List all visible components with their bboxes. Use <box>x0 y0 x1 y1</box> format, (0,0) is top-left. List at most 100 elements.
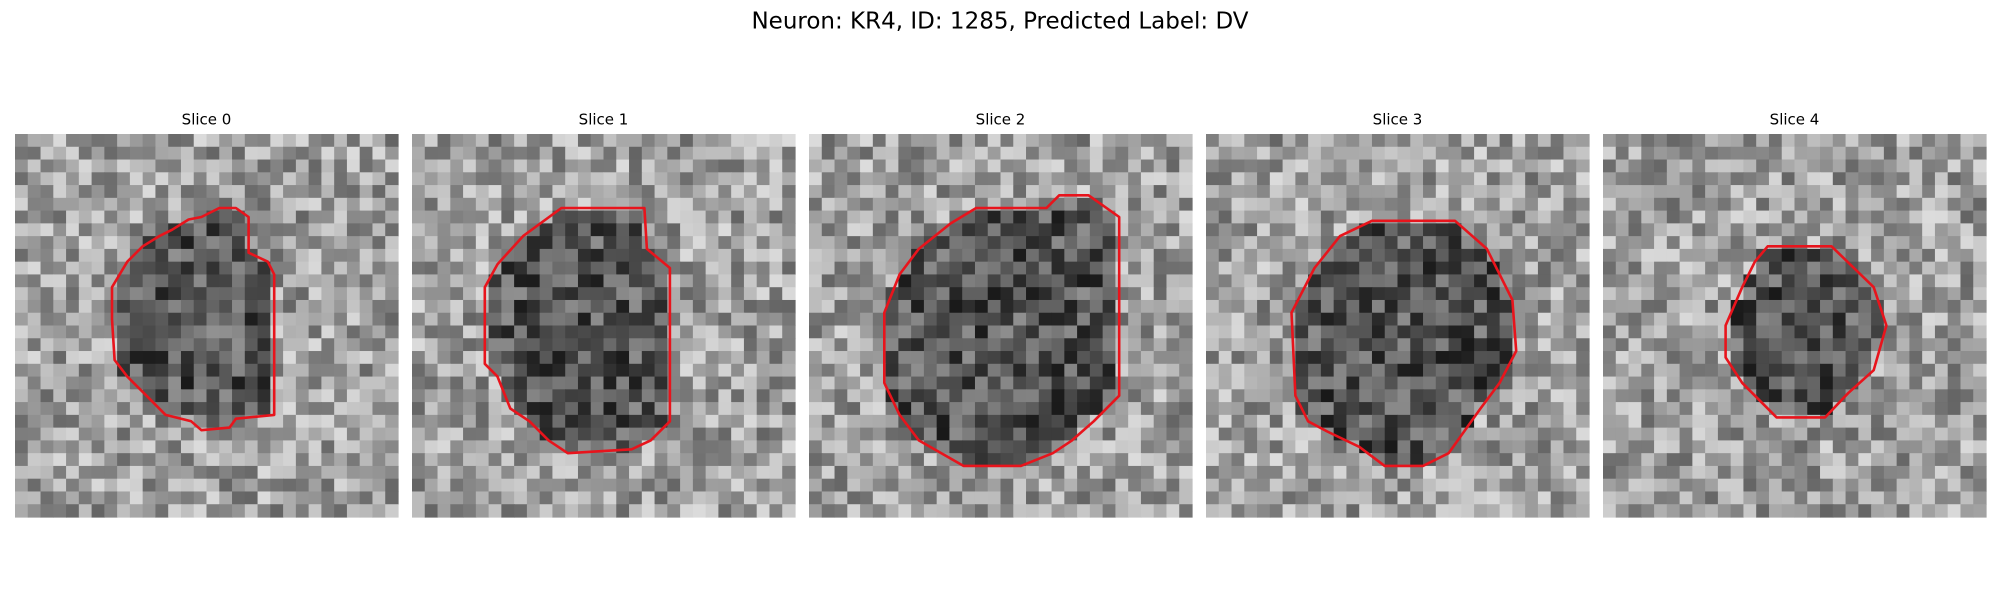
pixel <box>1960 453 1974 467</box>
pixel <box>885 414 899 429</box>
pixel <box>743 440 758 454</box>
pixel <box>1077 325 1091 339</box>
pixel <box>565 453 579 467</box>
pixel <box>1397 504 1411 518</box>
pixel <box>270 299 284 314</box>
pixel <box>475 299 490 314</box>
pixel <box>1077 197 1091 212</box>
pixel <box>616 376 630 390</box>
pixel <box>1512 261 1526 276</box>
pixel <box>577 351 592 365</box>
pixel <box>1257 427 1271 441</box>
pixel <box>577 236 592 250</box>
pixel <box>1947 197 1962 212</box>
pixel <box>1858 414 1872 429</box>
pixel <box>1820 338 1834 352</box>
pixel <box>1308 389 1322 403</box>
pixel <box>308 414 322 429</box>
pixel <box>346 261 361 276</box>
pixel <box>295 414 310 429</box>
pixel <box>514 478 528 493</box>
pixel <box>1832 261 1847 276</box>
pixel <box>577 325 592 339</box>
pixel <box>565 491 579 505</box>
pixel <box>782 223 796 237</box>
pixel <box>40 440 54 454</box>
pixel <box>1909 414 1923 429</box>
pixel <box>1743 453 1757 467</box>
pixel <box>898 274 912 288</box>
pixel <box>193 402 208 416</box>
pixel <box>1705 440 1719 454</box>
pixel <box>962 236 976 250</box>
pixel <box>1845 414 1859 429</box>
pixel <box>359 491 374 505</box>
pixel <box>756 402 771 416</box>
pixel <box>219 159 233 173</box>
pixel <box>514 325 528 339</box>
pixel <box>424 504 439 518</box>
pixel <box>847 465 861 480</box>
pixel <box>1359 351 1373 365</box>
pixel <box>78 197 93 212</box>
pixel <box>91 248 105 263</box>
pixel <box>1244 325 1258 339</box>
pixel <box>1206 389 1220 403</box>
pixel <box>539 427 554 441</box>
pixel <box>1603 389 1617 403</box>
pixel <box>1102 223 1116 237</box>
pixel <box>257 210 271 224</box>
pixel <box>40 172 54 186</box>
pixel <box>1013 478 1027 493</box>
pixel <box>168 453 182 467</box>
pixel <box>40 236 54 250</box>
pixel <box>104 210 118 224</box>
pixel <box>244 338 259 352</box>
pixel <box>1269 146 1284 161</box>
pixel <box>1807 287 1821 301</box>
pixel <box>1628 478 1642 493</box>
pixel <box>603 465 617 480</box>
pixel <box>1794 299 1808 314</box>
pixel <box>1820 312 1834 327</box>
pixel <box>270 134 284 148</box>
pixel <box>782 478 796 493</box>
pixel <box>15 338 29 352</box>
pixel <box>488 465 502 480</box>
pixel <box>424 312 439 327</box>
pixel <box>1922 261 1936 276</box>
pixel <box>1781 172 1796 186</box>
pixel <box>15 172 29 186</box>
pixel <box>616 478 630 493</box>
pixel <box>834 274 848 288</box>
pixel <box>488 185 502 199</box>
pixel <box>53 159 67 173</box>
pixel <box>1397 312 1411 327</box>
pixel <box>1308 414 1322 429</box>
pixel <box>321 185 335 199</box>
pixel <box>1308 210 1322 224</box>
pixel <box>1089 146 1104 161</box>
pixel <box>1576 248 1590 263</box>
pixel <box>372 414 386 429</box>
pixel <box>1128 478 1142 493</box>
pixel <box>1359 159 1373 173</box>
pixel <box>155 236 169 250</box>
pixel <box>334 504 348 518</box>
pixel <box>168 236 182 250</box>
pixel <box>488 453 502 467</box>
pixel <box>359 402 374 416</box>
pixel <box>1115 491 1129 505</box>
pixel <box>53 134 67 148</box>
pixel <box>117 236 131 250</box>
pixel <box>1000 299 1014 314</box>
pixel <box>180 210 195 224</box>
pixel <box>1628 261 1642 276</box>
contour <box>483 206 672 455</box>
pixel <box>385 185 399 199</box>
pixel <box>1512 363 1526 378</box>
pixel <box>769 402 783 416</box>
pixel <box>1845 146 1859 161</box>
pixel <box>321 287 335 301</box>
pixel <box>117 312 131 327</box>
